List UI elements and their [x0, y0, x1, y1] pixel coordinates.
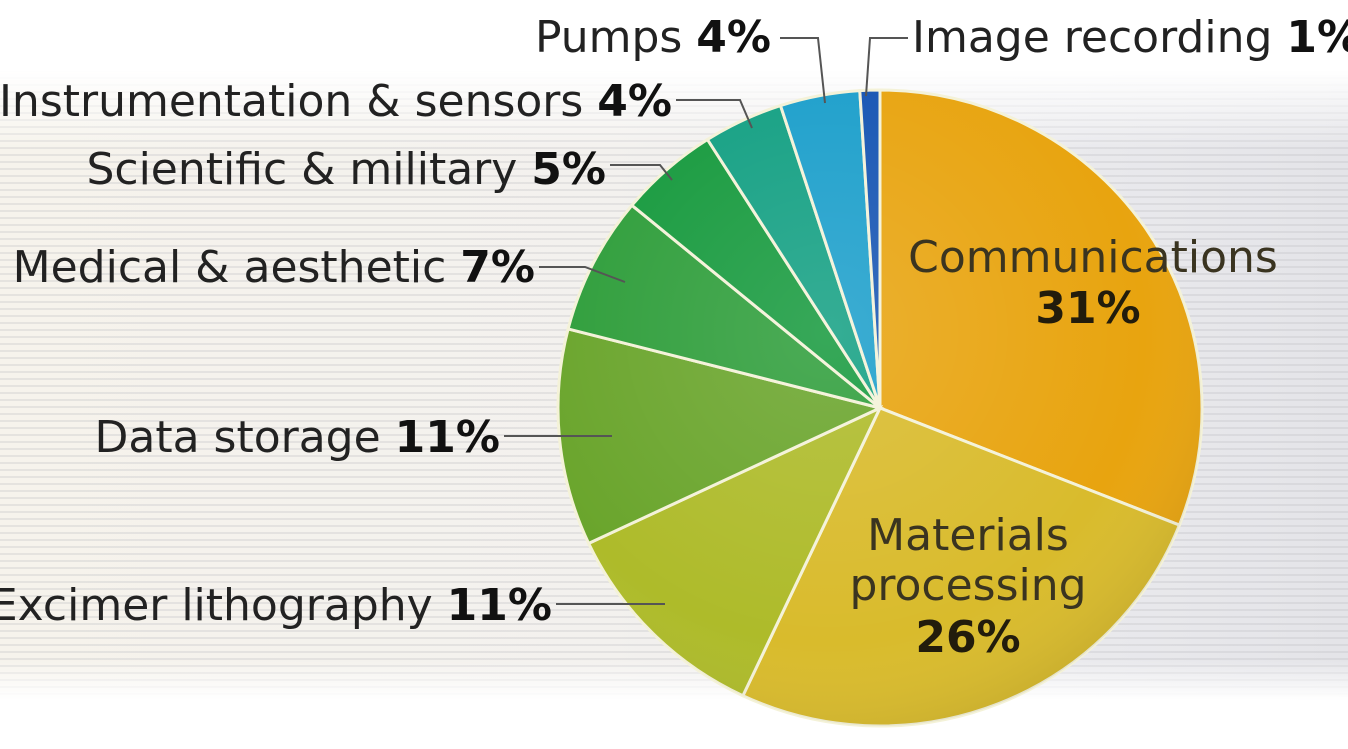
leader-line-pumps — [780, 37, 826, 104]
slice-label-pumps: Pumps 4% — [535, 12, 771, 63]
leader-line-scientific-and-military — [610, 164, 673, 181]
slice-value-scientific-and-military: 5% — [531, 144, 606, 195]
slice-value-materials-processing: 26% — [915, 612, 1020, 663]
slice-label-instrumentation-and-sensors: Instrumentation & sensors 4% — [0, 76, 672, 127]
leader-line-instrumentation-and-sensors — [676, 99, 753, 129]
slice-value-data-storage: 11% — [395, 412, 500, 463]
slice-value-medical-and-aesthetic: 7% — [460, 242, 535, 293]
slice-label-communications: Communications — [908, 232, 1278, 283]
slice-label-image-recording: Image recording 1% — [912, 12, 1348, 63]
slice-label-scientific-and-military: Scientific & military 5% — [86, 144, 606, 195]
slice-value-communications: 31% — [1035, 283, 1140, 334]
pie-shading — [558, 90, 1202, 726]
leader-lines — [504, 37, 908, 605]
slice-label-data-storage: Data storage 11% — [94, 412, 500, 463]
slice-value-pumps: 4% — [696, 12, 771, 63]
slice-label-medical-and-aesthetic: Medical & aesthetic 7% — [13, 242, 535, 293]
slice-value-instrumentation-and-sensors: 4% — [597, 76, 672, 127]
leader-line-medical-and-aesthetic — [539, 266, 626, 283]
slice-label-excimer-lithography: Excimer lithography 11% — [0, 580, 552, 631]
slice-label-materials-processing: Materials processing — [849, 510, 1086, 611]
leader-line-image-recording — [865, 37, 908, 97]
slice-value-excimer-lithography: 11% — [447, 580, 552, 631]
slice-value-image-recording: 1% — [1286, 12, 1348, 63]
